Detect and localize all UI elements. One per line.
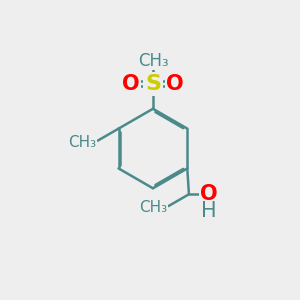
Text: O: O bbox=[166, 74, 184, 94]
Text: CH₃: CH₃ bbox=[138, 52, 168, 70]
Text: O: O bbox=[200, 184, 218, 204]
Text: H: H bbox=[201, 201, 217, 221]
Text: CH₃: CH₃ bbox=[68, 135, 97, 150]
Text: O: O bbox=[122, 74, 140, 94]
Text: S: S bbox=[145, 74, 161, 94]
Text: CH₃: CH₃ bbox=[140, 200, 167, 215]
